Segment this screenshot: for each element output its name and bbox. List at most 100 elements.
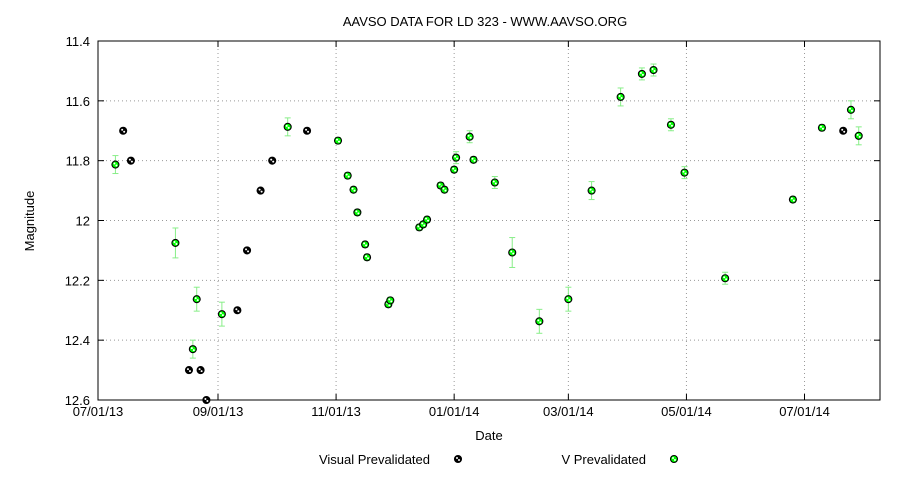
- legend: Visual Prevalidated V Prevalidated: [319, 452, 679, 467]
- x-tick-label: 11/01/13: [311, 404, 361, 419]
- visual-point: [242, 246, 252, 255]
- grid: [98, 41, 880, 400]
- v-point-highlight: [388, 298, 391, 301]
- v-point: [217, 310, 226, 319]
- v-point-highlight: [452, 167, 455, 170]
- v-point-highlight: [423, 224, 426, 227]
- v-point-ring: [649, 65, 658, 75]
- v-point-ring: [465, 132, 474, 141]
- v-point-ring: [508, 248, 517, 257]
- x-tick-label: 07/01/13: [73, 404, 124, 419]
- v-point-highlight: [819, 125, 822, 128]
- x-tick-label: 07/01/14: [779, 404, 830, 419]
- visual-point-ring: [242, 246, 252, 255]
- v-point: [680, 168, 689, 177]
- v-point: [788, 195, 797, 204]
- v-point-highlight: [471, 157, 474, 160]
- v-point-highlight: [492, 180, 495, 183]
- x-axis-label: Date: [475, 428, 502, 443]
- visual-point-highlight: [245, 248, 248, 251]
- visual-point-highlight: [272, 160, 275, 163]
- v-point-highlight: [539, 321, 542, 324]
- v-point: [490, 178, 499, 187]
- v-point: [452, 153, 461, 162]
- v-point-ring: [386, 296, 395, 305]
- visual-point: [839, 126, 848, 135]
- v-point-highlight: [653, 70, 656, 73]
- v-point: [469, 155, 478, 164]
- v-point-ring: [587, 186, 596, 195]
- legend-marker-v: [669, 454, 679, 464]
- v-point-highlight: [454, 169, 457, 172]
- v-point-highlight: [618, 94, 621, 97]
- v-point: [333, 136, 343, 145]
- v-point-ring: [680, 168, 689, 177]
- v-point: [188, 345, 197, 354]
- axis-ticks: 07/01/13 09/01/13 11/01/13 01/01/14 03/01/14…: [65, 34, 880, 419]
- v-point-highlight: [388, 304, 391, 307]
- legend-label-v: V Prevalidated: [561, 452, 646, 467]
- visual-point-highlight: [843, 130, 846, 133]
- v-point: [535, 317, 544, 326]
- y-tick-label: 12: [76, 214, 90, 229]
- v-point-ring: [854, 131, 863, 140]
- visual-point-highlight: [198, 368, 201, 371]
- v-point-ring: [440, 185, 449, 194]
- v-point-highlight: [821, 127, 824, 130]
- v-point: [361, 240, 370, 249]
- visual-point-highlight: [260, 190, 263, 193]
- visual-point: [119, 126, 128, 135]
- v-point-highlight: [175, 242, 178, 245]
- v-point-ring: [349, 185, 358, 194]
- visual-point-ring: [268, 156, 277, 165]
- v-point-ring: [535, 317, 544, 326]
- v-point-highlight: [668, 122, 671, 125]
- v-point-highlight: [620, 96, 623, 99]
- visual-point: [202, 395, 211, 405]
- v-point: [721, 274, 730, 283]
- v-point-ring: [666, 120, 676, 129]
- y-tick-label: 11.4: [66, 34, 90, 49]
- v-point-ring: [846, 105, 856, 114]
- visual-point: [302, 126, 312, 135]
- visual-point: [184, 366, 194, 375]
- v-point-highlight: [363, 242, 366, 245]
- v-point-ring: [343, 171, 352, 180]
- visual-point-highlight: [841, 128, 844, 131]
- v-point-highlight: [173, 240, 176, 243]
- v-point-highlight: [287, 126, 290, 129]
- visual-point-ring: [119, 126, 128, 135]
- legend-marker-v-highlight: [674, 459, 676, 461]
- v-point-highlight: [456, 157, 459, 160]
- v-point-ring: [363, 253, 372, 262]
- v-point: [846, 105, 856, 114]
- v-point: [283, 122, 292, 131]
- v-point-highlight: [365, 255, 368, 258]
- v-point-highlight: [568, 299, 571, 302]
- v-point: [616, 92, 625, 101]
- v-point-highlight: [856, 133, 859, 136]
- v-point-highlight: [190, 347, 193, 350]
- visual-point-highlight: [186, 368, 189, 371]
- v-point-highlight: [442, 187, 445, 190]
- v-point-highlight: [589, 188, 592, 191]
- v-point-ring: [192, 295, 201, 304]
- v-point-highlight: [469, 136, 472, 139]
- v-point: [363, 253, 372, 262]
- visual-point-highlight: [307, 130, 310, 133]
- visual-point: [268, 156, 277, 165]
- visual-point-ring: [233, 306, 242, 315]
- v-point: [817, 123, 826, 132]
- v-point: [171, 238, 180, 247]
- v-point-highlight: [194, 297, 197, 300]
- y-tick-label: 11.6: [66, 94, 90, 109]
- v-point-highlight: [365, 244, 368, 247]
- v-point: [343, 171, 352, 180]
- v-point-highlight: [425, 217, 428, 220]
- v-point-highlight: [345, 173, 348, 176]
- y-tick-label: 12.6: [65, 393, 90, 408]
- v-point: [111, 160, 120, 169]
- v-point-highlight: [792, 199, 795, 202]
- y-tick-label: 11.8: [66, 154, 90, 169]
